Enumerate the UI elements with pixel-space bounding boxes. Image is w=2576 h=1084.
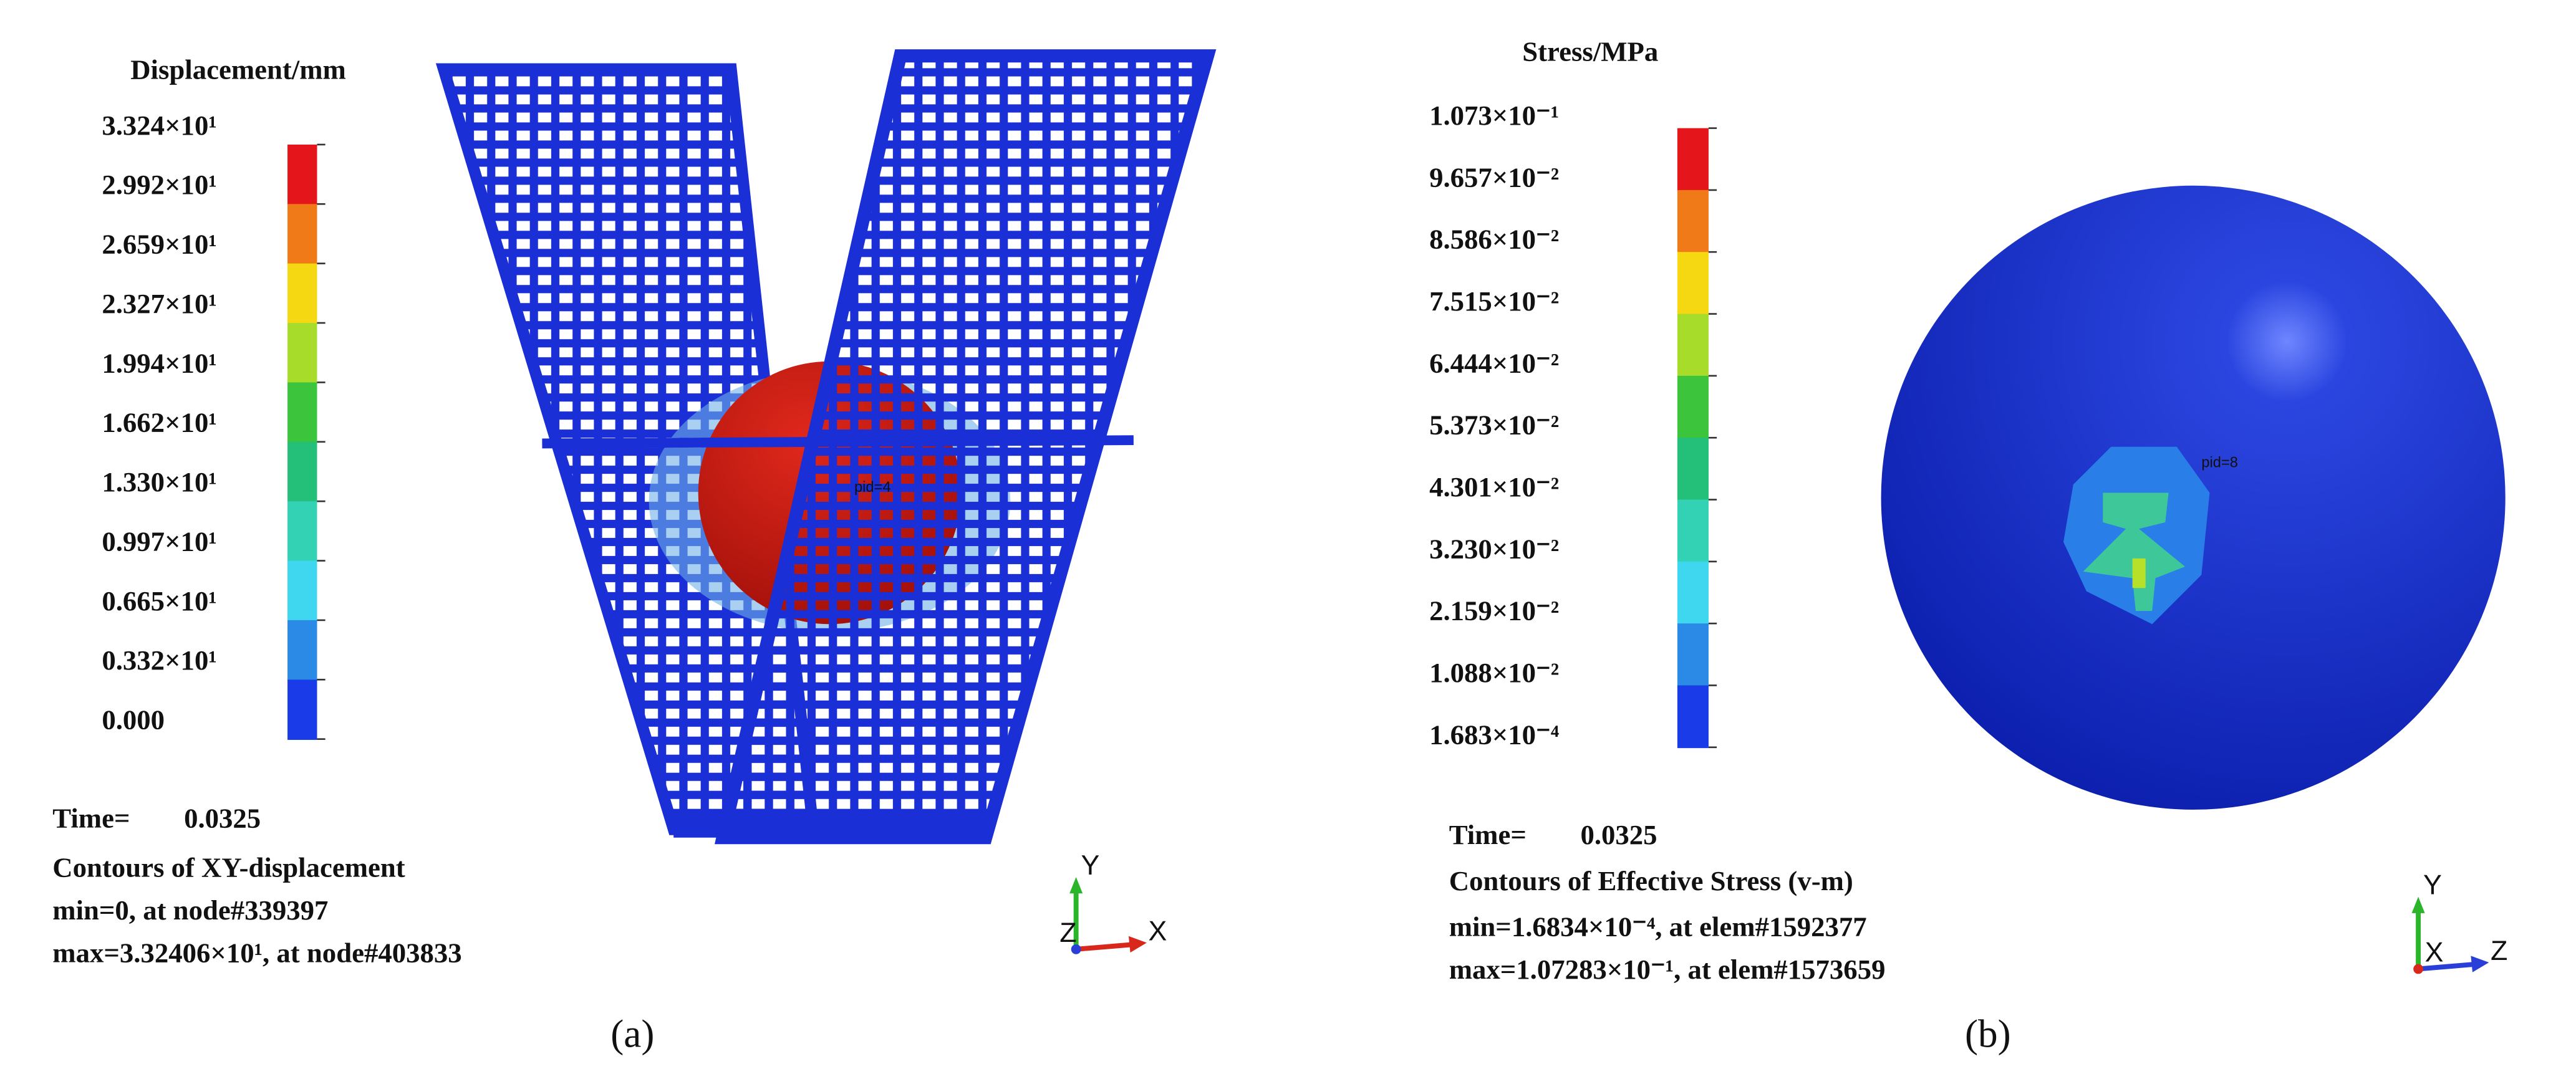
legend-label: 2.159×10⁻² (1429, 595, 1559, 626)
legend-band (1677, 128, 1709, 191)
time-label: Time= (52, 803, 130, 834)
legend-label: 0.665×10¹ (102, 585, 216, 616)
legend-band (1677, 189, 1709, 253)
legend-band (287, 501, 317, 562)
legend-band (1677, 375, 1709, 439)
axis-origin (2413, 964, 2423, 974)
legend-label: 8.586×10⁻² (1429, 224, 1559, 255)
axis-label: Y (1081, 850, 1100, 881)
legend-band (287, 204, 317, 264)
sphere-model (1881, 185, 2506, 810)
axis-right-head (1128, 936, 1147, 953)
axis-label: Z (2491, 935, 2507, 966)
legend-label: 6.444×10⁻² (1429, 347, 1559, 378)
info-line: Contours of XY-displacement (52, 852, 405, 883)
info-line: max=3.32406×10¹, at node#403833 (52, 938, 461, 969)
legend-label: 1.088×10⁻² (1429, 657, 1559, 688)
part-label: pid=8 (2201, 454, 2238, 471)
base (673, 813, 986, 838)
legend-label: 3.230×10⁻² (1429, 533, 1559, 564)
axis-label: Z (1059, 917, 1076, 948)
legend-title: Stress/MPa (1522, 36, 1658, 67)
legend-label: 7.515×10⁻² (1429, 285, 1559, 317)
legend-label: 0.997×10¹ (102, 525, 216, 557)
legend-band (287, 382, 317, 443)
legend-band (287, 263, 317, 324)
part-label: pid=4 (854, 479, 891, 496)
legend-label: 5.373×10⁻² (1429, 410, 1559, 441)
time-value: 0.0325 (1580, 819, 1657, 850)
legend-band (287, 620, 317, 681)
info-line: min=1.6834×10⁻⁴, at elem#1592377 (1449, 911, 1867, 943)
axis-origin (1071, 944, 1081, 954)
axis-right (1076, 942, 1136, 952)
legend-band (287, 560, 317, 621)
legend-band (1677, 438, 1709, 501)
legend-band (287, 679, 317, 740)
legend-band (1677, 499, 1709, 563)
legend-label: 1.330×10¹ (102, 466, 216, 497)
legend-label: 1.662×10¹ (102, 407, 216, 438)
legend-label: 9.657×10⁻² (1429, 161, 1559, 193)
axis-right-head (2471, 956, 2489, 972)
axis-right (2418, 961, 2478, 972)
axis-label: X (2425, 937, 2444, 968)
time-label: Time= (1449, 819, 1527, 850)
caption: (a) (610, 1012, 654, 1056)
caption: (b) (1965, 1012, 2011, 1056)
legend-label: 0.332×10¹ (102, 645, 216, 676)
axis-label: X (1149, 915, 1167, 946)
legend-band (287, 144, 317, 205)
mesh-model (435, 49, 1217, 845)
legend-label: 3.324×10¹ (102, 110, 216, 141)
legend-label: 4.301×10⁻² (1429, 471, 1559, 502)
legend-label: 0.000 (102, 704, 165, 736)
axis-up-head (1069, 876, 1083, 894)
legend-label: 1.994×10¹ (102, 347, 216, 378)
legend-band (1677, 314, 1709, 377)
legend-band (287, 323, 317, 383)
legend-band (1677, 252, 1709, 315)
axis-label: Y (2423, 870, 2442, 901)
axis-up-head (2411, 896, 2425, 913)
legend-band (287, 441, 317, 502)
info-line: Contours of Effective Stress (v-m) (1449, 865, 1853, 896)
legend-label: 2.327×10¹ (102, 288, 216, 319)
legend-label: 2.992×10¹ (102, 169, 216, 200)
legend-label: 2.659×10¹ (102, 229, 216, 260)
legend-label: 1.683×10⁻⁴ (1429, 719, 1559, 750)
annotations: Displacement/mm 3.324×10¹ 2.992×10¹ 2.659×1… (52, 36, 2507, 1055)
legend-title: Displacement/mm (130, 54, 346, 85)
info-line: max=1.07283×10⁻¹, at elem#1573659 (1449, 954, 1886, 985)
time-value: 0.0325 (184, 803, 261, 834)
stress-peak (2083, 492, 2185, 612)
legend-band (1677, 685, 1709, 749)
legend-band (1677, 623, 1709, 686)
legend-band (1677, 561, 1709, 625)
legend-label: 1.073×10⁻¹ (1429, 100, 1559, 131)
stress-max (2132, 558, 2146, 588)
info-line: min=0, at node#339397 (52, 895, 328, 926)
